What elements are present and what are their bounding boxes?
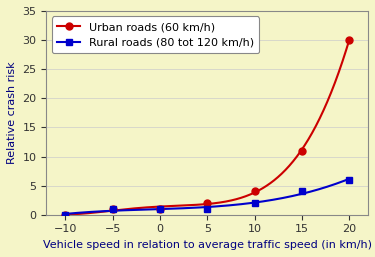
Y-axis label: Relative crash risk: Relative crash risk bbox=[7, 61, 17, 164]
Legend: Urban roads (60 km/h), Rural roads (80 tot 120 km/h): Urban roads (60 km/h), Rural roads (80 t… bbox=[52, 16, 259, 53]
X-axis label: Vehicle speed in relation to average traffic speed (in km/h): Vehicle speed in relation to average tra… bbox=[43, 240, 372, 250]
